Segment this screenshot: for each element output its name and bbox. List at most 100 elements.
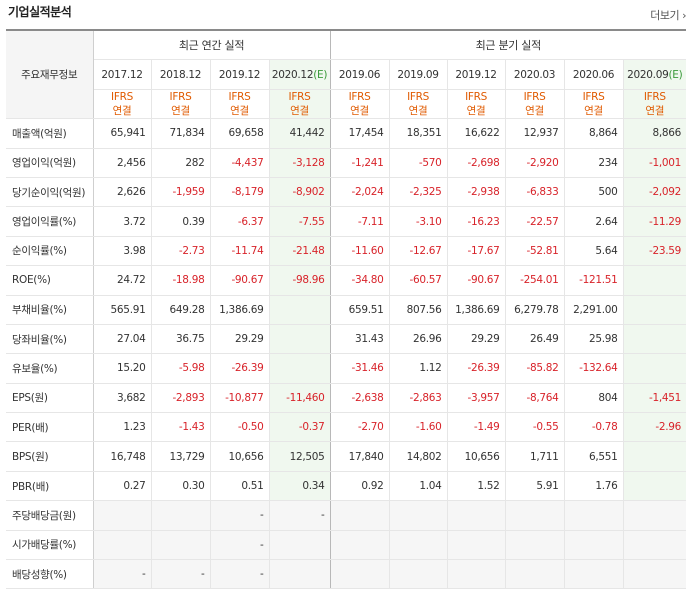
table-cell: 65,941 [92, 118, 151, 149]
table-cell [622, 324, 687, 355]
table-cell: - [92, 559, 151, 590]
period-header: 2020.09(E) [622, 59, 687, 90]
table-cell: -1.49 [446, 412, 506, 443]
table-cell: -11.29 [622, 206, 687, 237]
table-cell: -16.23 [446, 206, 506, 237]
basis-scope: 연결 [525, 104, 544, 117]
basis-standard: IFRS [407, 90, 429, 103]
table-cell [388, 530, 448, 561]
table-cell: 14,802 [388, 441, 448, 472]
table-cell [329, 530, 390, 561]
row-label: EPS(원) [6, 382, 94, 414]
table-cell: -2,938 [446, 177, 506, 208]
table-cell [622, 530, 687, 561]
table-cell: 0.39 [150, 206, 210, 237]
table-cell [446, 500, 506, 531]
table-cell [150, 500, 210, 531]
financial-table: 주요재무정보 최근 연간 실적 최근 분기 실적 2017.12 2018.12 2… [6, 29, 687, 590]
table-cell [563, 559, 624, 590]
table-row: 부채비율(%) 565.91 649.28 1,386.69 659.51 807.56 1… [6, 294, 687, 325]
table-cell: -254.01 [504, 265, 565, 296]
table-cell [504, 530, 565, 561]
table-cell: 1.76 [563, 471, 624, 502]
more-link[interactable]: 더보기 › [650, 7, 686, 23]
period-row: 2017.12 2018.12 2019.12 2020.12(E) 2019.06 20… [6, 59, 687, 90]
table-cell: -31.46 [329, 353, 390, 384]
period-header: 2018.12 [150, 59, 210, 90]
table-row: PER(배) 1.23 -1.43 -0.50 -0.37 -2.70 -1.60 -1.49… [6, 412, 687, 443]
table-cell: 3.72 [92, 206, 151, 237]
table-cell: 16,622 [446, 118, 506, 149]
table-cell: - [209, 559, 269, 590]
table-cell: 17,454 [329, 118, 390, 149]
table-cell: 500 [563, 177, 624, 208]
basis-header: IFRS 연결 [388, 89, 448, 120]
table-cell: 807.56 [388, 294, 448, 325]
table-cell: 2,626 [92, 177, 151, 208]
table-row: EPS(원) 3,682 -2,893 -10,877 -11,460 -2,638 -2,… [6, 382, 687, 414]
table-cell: - [209, 500, 269, 531]
table-cell [268, 324, 331, 355]
table-cell: 282 [150, 148, 210, 178]
period-header: 2017.12 [92, 59, 151, 90]
row-label: PER(배) [6, 412, 94, 443]
basis-scope: 연결 [645, 104, 665, 117]
basis-header: IFRS 연결 [622, 89, 687, 120]
table-cell: -0.55 [504, 412, 565, 443]
table-cell: 0.27 [92, 471, 151, 502]
table-cell: -8,764 [504, 382, 565, 414]
period-label: 2020.09 [627, 68, 669, 81]
period-label: 2019.09 [397, 68, 439, 81]
basis-scope: 연결 [230, 104, 249, 117]
table-cell: 41,442 [268, 118, 331, 149]
row-label: 매출액(억원) [6, 118, 94, 149]
table-cell [622, 353, 687, 384]
table-cell: -90.67 [446, 265, 506, 296]
section-title: 기업실적분석 [8, 5, 72, 19]
period-header: 2020.12(E) [268, 59, 331, 90]
table-cell [388, 500, 448, 531]
table-cell: 6,551 [563, 441, 624, 472]
period-header: 2019.12 [446, 59, 506, 90]
table-cell: 8,864 [563, 118, 624, 149]
table-cell: 3.98 [92, 236, 151, 267]
table-cell: -2.96 [622, 412, 687, 443]
basis-header: IFRS 연결 [150, 89, 210, 120]
row-label: 당기순이익(억원) [6, 177, 94, 208]
table-cell: 36.75 [150, 324, 210, 355]
table-row: 영업이익(억원) 2,456 282 -4,437 -3,128 -1,241 -570 -2… [6, 148, 687, 178]
table-row: 매출액(억원) 65,941 71,834 69,658 41,442 17,454 18,… [6, 118, 687, 149]
table-cell: -5.98 [150, 353, 210, 384]
table-cell: 18,351 [388, 118, 448, 149]
table-cell: -2,092 [622, 177, 687, 208]
table-cell: 26.49 [504, 324, 565, 355]
table-cell: 8,866 [622, 118, 687, 149]
basis-header: IFRS 연결 [92, 89, 151, 120]
table-cell: 234 [563, 148, 624, 178]
table-row: 당좌비율(%) 27.04 36.75 29.29 31.43 26.96 29.29 26.… [6, 324, 687, 355]
table-row: 유보율(%) 15.20 -5.98 -26.39 -31.46 1.12 -26.39 -8… [6, 353, 687, 384]
table-cell: -26.39 [209, 353, 269, 384]
basis-standard: IFRS [582, 90, 605, 103]
period-label: 2018.12 [159, 68, 202, 81]
table-cell: 1,386.69 [446, 294, 506, 325]
table-cell: 69,658 [209, 118, 269, 149]
table-cell: -2,698 [446, 148, 506, 178]
row-label: 부채비율(%) [6, 294, 94, 325]
table-cell: -98.96 [268, 265, 331, 296]
row-header-label: 주요재무정보 [6, 29, 94, 120]
table-cell: 29.29 [209, 324, 269, 355]
table-cell: 26.96 [388, 324, 448, 355]
table-cell: -22.57 [504, 206, 565, 237]
table-cell: -2.70 [329, 412, 390, 443]
table-cell: -85.82 [504, 353, 565, 384]
basis-standard: IFRS [288, 90, 311, 103]
table-cell: 24.72 [92, 265, 151, 296]
basis-standard: IFRS [465, 90, 487, 103]
table-cell [622, 265, 687, 296]
table-cell: -0.50 [209, 412, 269, 443]
table-row: 주당배당금(원) - - [6, 500, 687, 531]
table-cell: 2.64 [563, 206, 624, 237]
period-header: 2020.06 [563, 59, 624, 90]
table-cell: 649.28 [150, 294, 210, 325]
